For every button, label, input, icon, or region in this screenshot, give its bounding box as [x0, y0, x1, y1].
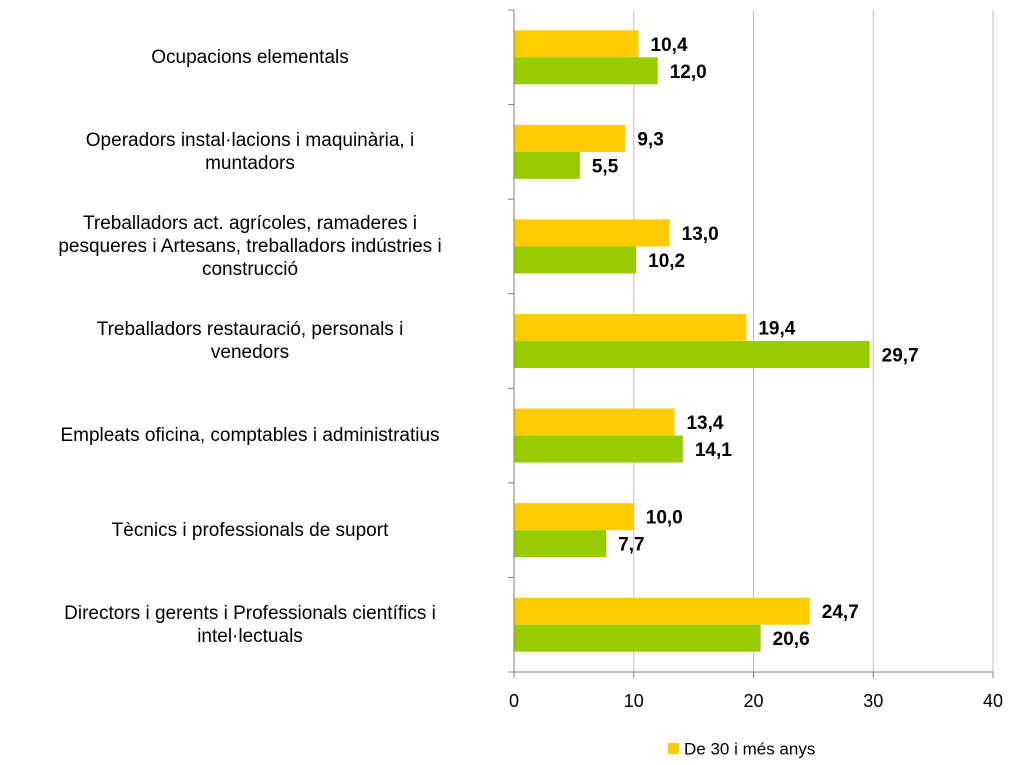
bar	[514, 246, 637, 274]
x-tick-label: 0	[509, 691, 519, 711]
bar	[514, 597, 810, 625]
value-label: 20,6	[773, 629, 810, 650]
value-label: 10,0	[646, 508, 683, 529]
x-tick-label: 20	[743, 691, 763, 711]
bar	[514, 624, 761, 652]
bar	[514, 341, 870, 368]
y-tick-label: Tècnics i professionals de suport	[111, 519, 389, 541]
value-label: 10,2	[648, 251, 685, 272]
value-label: 7,7	[618, 535, 644, 556]
value-label: 13,0	[682, 224, 719, 245]
value-label: 10,4	[651, 35, 688, 56]
bar	[514, 219, 670, 247]
bar	[514, 30, 639, 58]
bar	[514, 124, 626, 152]
bar	[514, 408, 675, 436]
legend-label: De 30 i més anys	[684, 739, 815, 758]
value-label: 13,4	[686, 413, 723, 434]
y-tick-label: Operadors instal·lacions i maquinària, i…	[85, 129, 415, 174]
value-label: 29,7	[882, 346, 919, 367]
x-tick-label: 40	[983, 691, 1003, 711]
value-label: 19,4	[758, 319, 795, 340]
value-label: 5,5	[592, 156, 619, 177]
bar	[514, 503, 634, 531]
y-tick-label: Ocupacions elementals	[151, 46, 349, 68]
y-tick-label: Directors i gerents i Professionals cien…	[64, 602, 436, 647]
bar	[514, 57, 658, 85]
bar	[514, 530, 607, 558]
bar	[514, 151, 580, 179]
legend-swatch	[668, 743, 679, 754]
bar	[514, 435, 683, 463]
value-label: 12,0	[670, 62, 707, 83]
x-tick-label: 30	[863, 691, 883, 711]
x-tick-label: 10	[624, 691, 644, 711]
bar	[514, 314, 747, 341]
value-label: 24,7	[822, 602, 859, 623]
value-label: 9,3	[637, 129, 663, 150]
value-label: 14,1	[695, 440, 732, 461]
y-tick-label: Treballadors act. agrícoles, ramaderes i…	[58, 212, 442, 280]
y-tick-label: Treballadors restauració, personals i ve…	[96, 318, 404, 363]
y-tick-label: Empleats oficina, comptables i administr…	[60, 425, 440, 447]
